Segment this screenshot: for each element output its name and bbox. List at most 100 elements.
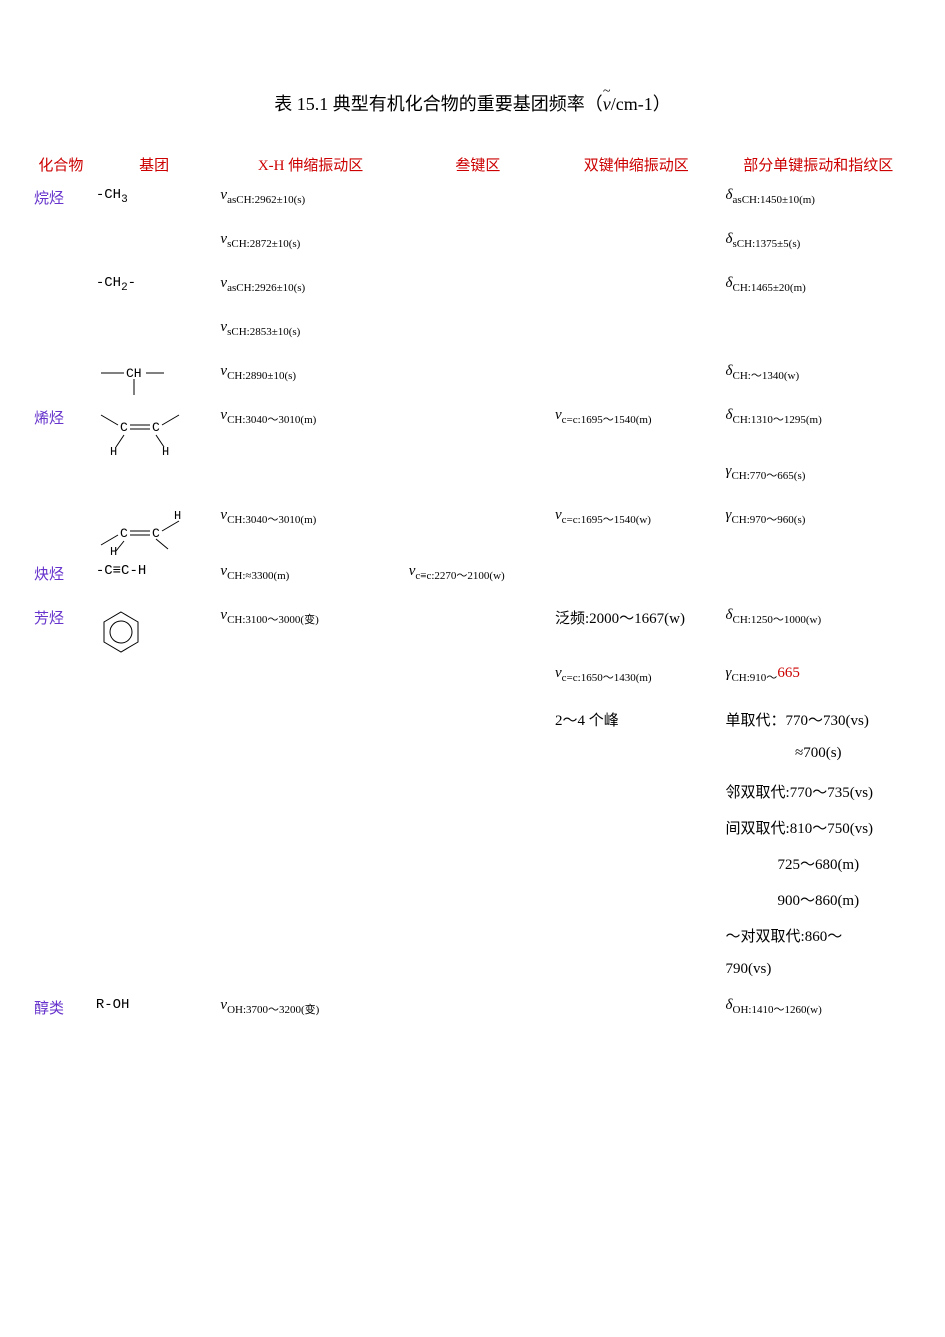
triple-cell: [405, 183, 551, 227]
group-cell: [92, 603, 217, 661]
compound-cell: 醇类: [30, 993, 92, 1037]
table-row: 2～4 个峰 单取代：770～730(vs): [30, 705, 915, 741]
double-cell: νc=c:1695～1540(m): [551, 403, 722, 459]
hdr-compound: 化合物: [30, 146, 92, 183]
table-row: 间双取代:810～750(vs): [30, 813, 915, 849]
header-row: 化合物 基团 X-H 伸缩振动区 叁键区 双键伸缩振动区 部分单键振动和指纹区: [30, 146, 915, 183]
xh-text: CH:3100～3000(变): [227, 614, 319, 626]
title-unit-symbol: ν: [603, 94, 611, 115]
finger-cell: γCH:910～665: [722, 661, 915, 705]
xh-cell: νasCH:2962±10(s): [216, 183, 404, 227]
table-row: 炔烃 -C≡C-H νCH:≈3300(m) νc≡c:2270～2100(w): [30, 559, 915, 603]
group-cell: CH: [92, 359, 217, 403]
xh-text: asCH:2926±10(s): [227, 282, 305, 294]
finger-cell: 间双取代:810～750(vs): [722, 813, 915, 849]
finger-text: CH:970～960(s): [731, 514, 805, 526]
finger-link[interactable]: 665: [777, 665, 800, 681]
group-cell: -CH2-: [92, 271, 217, 315]
double-cell: νc=c:1695～1540(w): [551, 503, 722, 559]
xh-cell: νCH:2890±10(s): [216, 359, 404, 403]
compound-cell: 烯烃: [30, 403, 92, 459]
finger-text: OH:1410～1260(w): [733, 1004, 822, 1016]
svg-text:H: H: [110, 545, 117, 555]
nu-symbol: ν: [555, 507, 562, 523]
double-text: c=c:1695～1540(w): [562, 514, 651, 526]
xh-text: CH:2890±10(s): [227, 370, 296, 382]
finger-cell: γCH:970～960(s): [722, 503, 915, 559]
group-cell: -CH3: [92, 183, 217, 227]
finger-cell: δOH:1410～1260(w): [722, 993, 915, 1037]
finger-cell: δCH:1310～1295(m): [722, 403, 915, 459]
xh-text: OH:3700～3200(变): [227, 1004, 319, 1016]
finger-cell: 790(vs): [722, 957, 915, 993]
xh-text: sCH:2872±10(s): [227, 238, 300, 250]
table-row: 烯烃 C C H H νCH:3040～3010(m) νc=c:1695～15…: [30, 403, 915, 459]
svg-text:H: H: [110, 445, 117, 455]
table-row: 725～680(m): [30, 849, 915, 885]
table-row: C C H H ν CH:3040～3010(m) νc=c:1695～1540(…: [30, 503, 915, 559]
delta-symbol: δ: [726, 363, 733, 379]
finger-cell: δCH:～1340(w): [722, 359, 915, 403]
table-row: ≈700(s): [30, 741, 915, 777]
table-row: -CH2- νasCH:2926±10(s) δCH:1465±20(m): [30, 271, 915, 315]
finger-text: asCH:1450±10(m): [733, 194, 815, 206]
table-row: 烷烃 -CH3 νasCH:2962±10(s) δasCH:1450±10(m…: [30, 183, 915, 227]
xh-cell: νsCH:2872±10(s): [216, 227, 404, 271]
finger-cell: δCH:1250～1000(w): [722, 603, 915, 661]
xh-cell: νCH:3100～3000(变): [216, 603, 404, 661]
finger-cell: ≈700(s): [722, 741, 915, 777]
finger-text: CH:1250～1000(w): [733, 614, 822, 626]
hdr-xh: X-H 伸缩振动区: [216, 146, 404, 183]
table-row: νsCH:2853±10(s): [30, 315, 915, 359]
alkene-trans-icon: C C H H: [96, 507, 186, 555]
triple-cell: νc≡c:2270～2100(w): [405, 559, 551, 603]
xh-text: sCH:2853±10(s): [227, 326, 300, 338]
finger-cell: 单取代：770～730(vs): [722, 705, 915, 741]
double-cell: 2～4 个峰: [551, 705, 722, 741]
finger-cell: δCH:1465±20(m): [722, 271, 915, 315]
table-row: ～对双取代:860～: [30, 921, 915, 957]
finger-text-pre: CH:910～: [731, 672, 777, 684]
finger-cell: δsCH:1375±5(s): [722, 227, 915, 271]
svg-text:C: C: [120, 526, 128, 541]
benzene-icon: [96, 607, 146, 657]
alkene-cis-icon: C C H H: [96, 407, 186, 455]
table-row: νc=c:1650～1430(m) γCH:910～665: [30, 661, 915, 705]
finger-text: CH:～1340(w): [733, 370, 800, 382]
finger-text: CH:1465±20(m): [733, 282, 806, 294]
xh-text: asCH:2962±10(s): [227, 194, 305, 206]
svg-text:CH: CH: [126, 366, 142, 381]
hdr-triple: 叁键区: [405, 146, 551, 183]
group-cell: -C≡C-H: [92, 559, 217, 603]
ir-frequency-table: 化合物 基团 X-H 伸缩振动区 叁键区 双键伸缩振动区 部分单键振动和指纹区 …: [30, 146, 915, 1037]
group-cell: R-OH: [92, 993, 217, 1037]
xh-cell: νCH:3040～3010(m): [216, 403, 404, 459]
svg-text:C: C: [152, 420, 160, 435]
nu-symbol: ν: [555, 407, 562, 423]
triple-text: c≡c:2270～2100(w): [415, 570, 504, 582]
xh-text: CH:≈3300(m): [227, 570, 289, 582]
delta-symbol: δ: [726, 231, 733, 247]
table-row: 醇类 R-OH νOH:3700～3200(变) δOH:1410～1260(w…: [30, 993, 915, 1037]
title-unit-text: /cm-1）: [611, 94, 671, 114]
xh-cell: νasCH:2926±10(s): [216, 271, 404, 315]
double-cell: 泛频:2000～1667(w): [551, 603, 722, 661]
xh-text: CH:3040～3010(m): [227, 414, 316, 426]
xh-cell: νCH:≈3300(m): [216, 559, 404, 603]
svg-text:C: C: [152, 526, 160, 541]
finger-text: CH:770～665(s): [731, 470, 805, 482]
nu-symbol: ν: [555, 665, 562, 681]
hdr-finger: 部分单键振动和指纹区: [722, 146, 915, 183]
finger-cell: ～对双取代:860～: [722, 921, 915, 957]
table-row: 790(vs): [30, 957, 915, 993]
xh-cell: νsCH:2853±10(s): [216, 315, 404, 359]
svg-text:H: H: [174, 509, 181, 523]
delta-symbol: δ: [726, 275, 733, 291]
table-title: 表 15.1 典型有机化合物的重要基团频率（ν/cm-1）: [30, 90, 915, 116]
finger-cell: 900～860(m): [722, 885, 915, 921]
table-row: γCH:770～665(s): [30, 459, 915, 503]
finger-text: sCH:1375±5(s): [733, 238, 801, 250]
xh-text: CH:3040～3010(m): [227, 514, 316, 526]
ch-branch-icon: CH: [96, 363, 166, 399]
delta-symbol: δ: [726, 997, 733, 1013]
